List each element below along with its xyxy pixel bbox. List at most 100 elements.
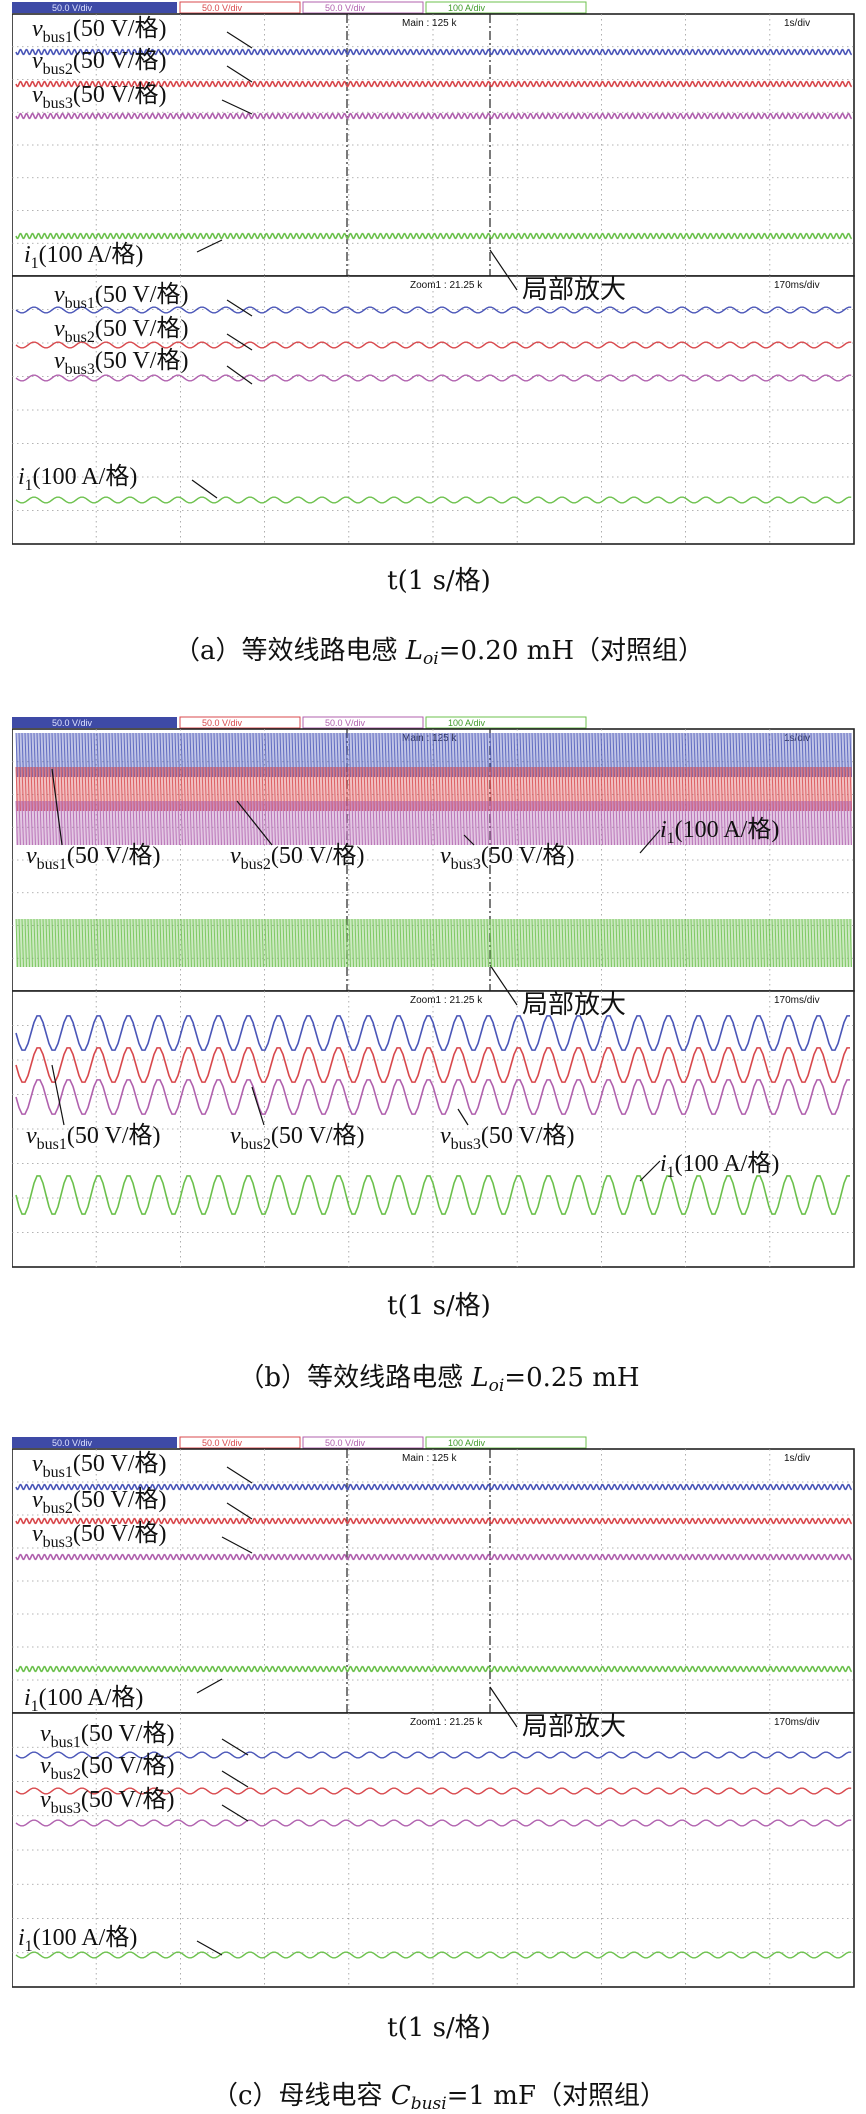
label-v-bus1-trace-main: vbus1(50 V/格)	[32, 15, 166, 46]
v-bus3-trace-zoom	[15, 1079, 850, 1115]
label-v-bus1-trace-zoom: vbus1(50 V/格)	[54, 281, 188, 312]
ch4-indicator	[425, 716, 587, 729]
ch1-indicator	[12, 2, 177, 13]
ch1-indicator	[12, 717, 177, 728]
v-bus3-trace-main	[15, 112, 852, 120]
leader-line	[457, 1108, 469, 1126]
ch4-scale: 100 A/div	[448, 3, 486, 13]
main-timebase: 1s/div	[784, 1453, 810, 1464]
leader-line	[236, 800, 273, 846]
label-i1-trace-zoom: i1(100 A/格)	[660, 1150, 779, 1181]
main-timebase: 1s/div	[784, 18, 810, 29]
label-v-bus1-trace-main: vbus1(50 V/格)	[26, 842, 160, 873]
label-i1-trace-zoom: i1(100 A/格)	[18, 463, 137, 494]
label-v-bus1-trace-main: vbus1(50 V/格)	[32, 1450, 166, 1481]
label-v-bus2-trace-zoom: vbus2(50 V/格)	[54, 315, 188, 346]
label-v-bus3-trace-main: vbus3(50 V/格)	[32, 81, 166, 112]
leader-line	[489, 1686, 518, 1728]
leader-line	[191, 479, 218, 499]
i1-trace-zoom	[15, 496, 852, 504]
v-bus2-trace-zoom	[15, 341, 852, 349]
label-i1-trace-zoom: i1(100 A/格)	[18, 1924, 137, 1955]
panel-c: 50.0 V/div 50.0 V/div 50.0 V/div 100 A/div M…	[12, 1435, 866, 2114]
main-zoom-label: Main : 125 k	[402, 1453, 457, 1464]
label-i1-trace-main: i1(100 A/格)	[660, 816, 779, 847]
v-bus1-trace-main	[15, 48, 852, 56]
ch2-scale: 50.0 V/div	[202, 3, 243, 13]
v-bus1-trace-zoom	[15, 1751, 852, 1759]
v-bus2-trace-zoom	[15, 1787, 852, 1795]
x-axis-label-b: t(1 s/格)	[387, 1291, 491, 1321]
label-v-bus3-trace-zoom: vbus3(50 V/格)	[40, 1786, 174, 1817]
label-v-bus3-trace-zoom: vbus3(50 V/格)	[440, 1122, 574, 1153]
leader-line	[226, 1502, 253, 1520]
leader-line	[221, 1770, 249, 1788]
leader-line	[196, 1678, 223, 1694]
main-zoom-label: Main : 125 k	[402, 18, 457, 29]
v-bus3-trace-zoom	[15, 1819, 852, 1827]
ch2-indicator	[179, 1, 301, 14]
ch4-indicator	[425, 1, 587, 14]
zoom-annotation: 局部放大	[522, 990, 626, 1019]
label-v-bus3-trace-main: vbus3(50 V/格)	[32, 1520, 166, 1551]
panel-a: 50.0 V/div 50.0 V/div 50.0 V/div 100 A/div M…	[12, 0, 866, 690]
caption-b: （b）等效线路电感 Loi=0.25 mH	[238, 1363, 640, 1396]
leader-line	[51, 768, 63, 846]
ch1-scale: 50.0 V/div	[52, 1438, 93, 1448]
v-bus3-trace-zoom	[15, 374, 852, 382]
i1-trace-main	[15, 232, 852, 240]
leader-line	[226, 333, 253, 351]
zoom-annotation: 局部放大	[522, 1712, 626, 1741]
leader-line	[221, 1804, 249, 1822]
ch4-scale: 100 A/div	[448, 1438, 486, 1448]
v-bus1-trace-zoom	[15, 306, 852, 314]
leader-line	[226, 299, 253, 317]
ch3-indicator	[302, 1, 424, 14]
label-v-bus2-trace-main: vbus2(50 V/格)	[32, 47, 166, 78]
ch2-scale: 50.0 V/div	[202, 718, 243, 728]
ch3-scale: 50.0 V/div	[325, 3, 366, 13]
i1-trace-zoom	[15, 1175, 850, 1215]
v-bus2-trace-main	[15, 1517, 852, 1525]
label-v-bus2-trace-zoom: vbus2(50 V/格)	[230, 1122, 364, 1153]
v-bus3-trace-main	[15, 800, 852, 846]
ch2-scale: 50.0 V/div	[202, 1438, 243, 1448]
leader-line	[221, 1536, 253, 1554]
leader-line	[221, 1738, 249, 1756]
i1-trace-main	[15, 918, 852, 968]
scope-a: 50.0 V/div 50.0 V/div 50.0 V/div 100 A/div M…	[12, 1, 855, 545]
ch3-indicator	[302, 1436, 424, 1449]
v-bus3-trace-main	[15, 1553, 852, 1561]
leader-line	[639, 1160, 661, 1182]
ch3-scale: 50.0 V/div	[325, 1438, 366, 1448]
zoom-annotation: 局部放大	[522, 275, 626, 304]
leader-line	[226, 31, 253, 49]
label-i1-trace-main: i1(100 A/格)	[24, 1684, 143, 1715]
v-bus1-trace-main	[15, 1483, 852, 1491]
leader-line	[226, 365, 253, 385]
leader-line	[51, 1064, 65, 1126]
leader-line	[489, 249, 518, 291]
zoom-timebase: 170ms/div	[774, 995, 820, 1006]
v-bus1-trace-main	[15, 732, 852, 778]
leader-line	[226, 1466, 253, 1484]
zoom-timebase: 170ms/div	[774, 1717, 820, 1728]
i1-trace-zoom	[15, 1951, 852, 1959]
ch3-scale: 50.0 V/div	[325, 718, 366, 728]
caption-c: （c）母线电容 Cbusi=1 mF（对照组）	[211, 2081, 667, 2114]
ch2-indicator	[179, 1436, 301, 1449]
v-bus2-trace-main	[15, 766, 852, 812]
ch1-scale: 50.0 V/div	[52, 3, 93, 13]
leader-line	[489, 964, 518, 1006]
caption-a: （a）等效线路电感 Loi=0.20 mH（对照组）	[174, 636, 704, 669]
leader-line	[639, 829, 661, 854]
leader-line	[226, 65, 253, 83]
label-i1-trace-main: i1(100 A/格)	[24, 241, 143, 272]
label-v-bus2-trace-zoom: vbus2(50 V/格)	[40, 1752, 174, 1783]
zoom-window-label: Zoom1 : 21.25 k	[410, 280, 483, 291]
leader-line	[196, 1940, 223, 1956]
scope-c: 50.0 V/div 50.0 V/div 50.0 V/div 100 A/div M…	[12, 1436, 855, 1988]
label-v-bus3-trace-main: vbus3(50 V/格)	[440, 842, 574, 873]
leader-line	[196, 239, 223, 253]
label-v-bus1-trace-zoom: vbus1(50 V/格)	[26, 1122, 160, 1153]
